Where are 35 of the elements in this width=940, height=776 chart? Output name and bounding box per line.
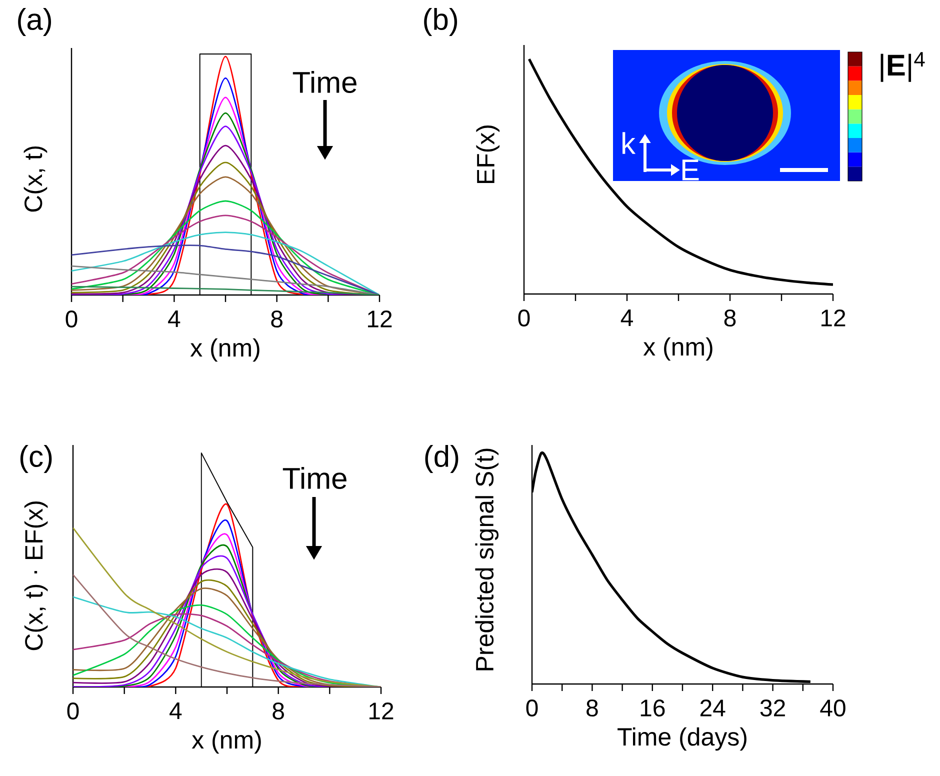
x-tick-label: 40 <box>820 700 846 717</box>
x-tick-label: 16 <box>640 700 665 717</box>
x-tick-label: 12 <box>368 310 392 328</box>
chart-title: (b) <box>424 8 458 36</box>
x-tick-label: 0 <box>526 700 538 717</box>
x-tick-label: 12 <box>369 702 394 720</box>
y-axis-title: C(x, t) · EF(x) <box>24 502 48 650</box>
y-axis-title: C(x, t) <box>24 146 48 212</box>
y-axis-title: Predicted signal S(t) <box>475 448 499 670</box>
x-axis-title: x (nm) <box>192 730 261 754</box>
annotation: k <box>622 132 636 154</box>
x-tick-label: 0 <box>67 702 79 720</box>
x-tick-label: 32 <box>760 700 785 717</box>
text: |E|$^{4}$ <box>880 52 925 82</box>
x-tick-label: 8 <box>586 700 598 717</box>
chart-title: (c) <box>20 445 52 473</box>
x-tick-label: 4 <box>170 702 182 720</box>
x-tick-label: 12 <box>821 310 846 326</box>
x-tick-label: 4 <box>168 310 180 328</box>
x-tick-label: 8 <box>724 310 736 327</box>
chart-title: (d) <box>425 445 458 473</box>
x-tick-label: 8 <box>272 702 284 720</box>
x-axis-title: x (nm) <box>190 338 260 362</box>
x-axis-title: Time (days) <box>618 727 746 751</box>
annotation: Time <box>292 70 356 94</box>
x-tick-label: 24 <box>700 700 726 716</box>
annotation: E <box>682 160 699 180</box>
x-tick-label: 0 <box>518 310 530 327</box>
chart-title: (a) <box>18 8 52 36</box>
x-tick-label: 4 <box>620 310 633 326</box>
annotation: Time <box>282 466 346 490</box>
x-tick-label: 8 <box>271 310 282 328</box>
x-tick-label: 0 <box>66 310 78 328</box>
x-axis-title: x (nm) <box>643 337 712 361</box>
y-axis-title: EF(x) <box>476 126 500 184</box>
